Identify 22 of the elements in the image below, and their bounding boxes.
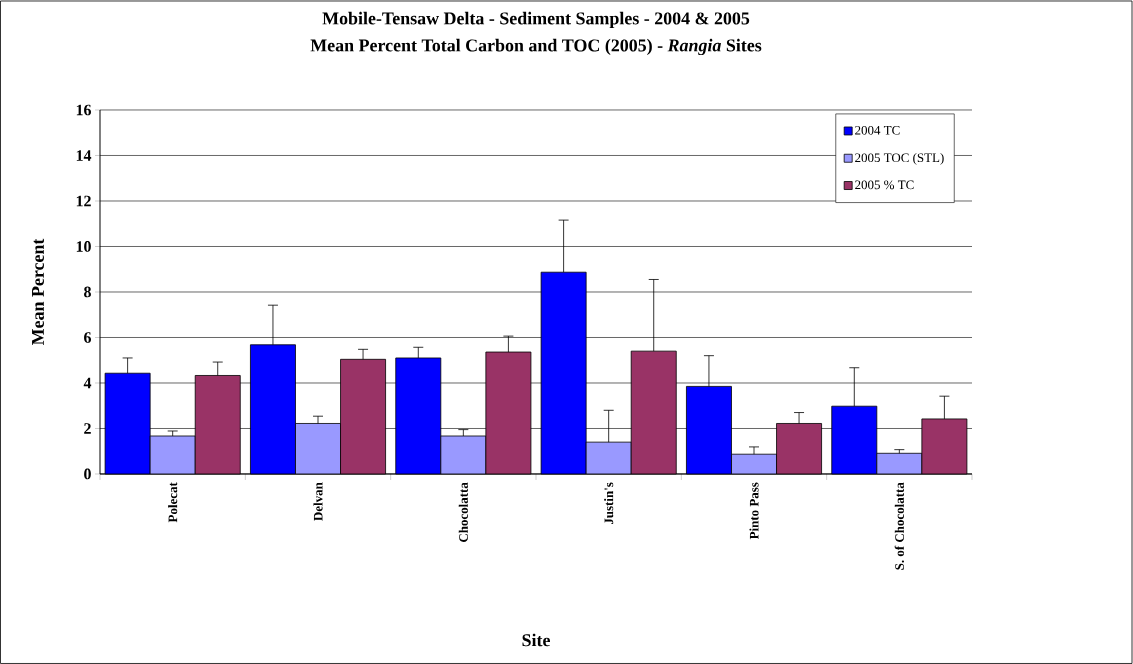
y-tick-label: 0 <box>84 468 91 480</box>
x-tick-label: S. of Chocolatta <box>894 482 904 570</box>
y-tick-label: 8 <box>84 286 91 298</box>
x-tick-label: Pinto Pass <box>749 482 759 540</box>
x-tick-label: Chocolatta <box>458 482 468 542</box>
x-tick-label: Delvan <box>313 482 323 521</box>
y-axis-title: Mean Percent <box>32 238 44 346</box>
x-axis-title: Site <box>522 633 550 647</box>
legend-label: 2004 TC <box>855 125 900 135</box>
y-tick-label: 16 <box>76 104 92 116</box>
legend-label: 2005 TOC (STL) <box>855 153 944 165</box>
y-tick-label: 6 <box>84 332 92 343</box>
y-tick-label: 10 <box>76 241 91 252</box>
chart-subtitle: Mean Percent Total Carbon and TOC (2005) - Rangia Sites <box>310 38 762 56</box>
x-tick-label: Justin's <box>604 482 614 525</box>
legend-label: 2005 % TC <box>855 180 914 190</box>
chart-title: Mobile-Tensaw Delta - Sediment Samples - 2004 & 2005 <box>322 11 750 29</box>
y-tick-label: 12 <box>76 195 91 207</box>
y-tick-label: 4 <box>83 377 92 389</box>
x-tick-label: Polecat <box>168 482 178 523</box>
y-tick-label: 2 <box>84 423 91 434</box>
y-tick-label: 14 <box>76 150 92 161</box>
